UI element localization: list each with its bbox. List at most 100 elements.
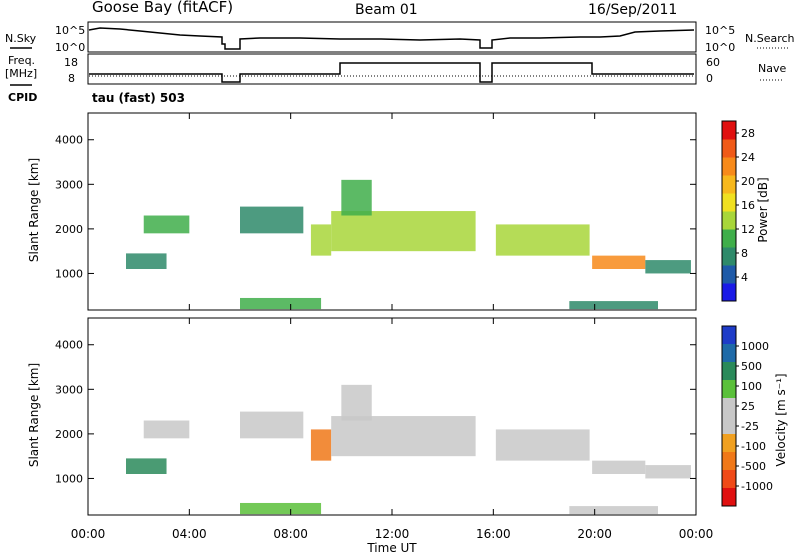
y-tick-label: 2000 bbox=[55, 428, 83, 441]
colorbar-tick-label: 100 bbox=[741, 380, 762, 393]
colorbar-tick-label: 16 bbox=[741, 199, 755, 212]
echo-region bbox=[495, 429, 590, 461]
velocity-y-axis: 1000 2000 3000 4000 bbox=[55, 339, 696, 485]
colorbar-tick-label: 8 bbox=[741, 247, 748, 260]
colorbar-tick-label: 25 bbox=[741, 400, 755, 413]
echo-region bbox=[592, 255, 646, 269]
echo-region bbox=[592, 460, 646, 474]
colorbar-swatch bbox=[722, 211, 736, 230]
date-title: 16/Sep/2011 bbox=[588, 2, 677, 18]
colorbar-tick-label: -1000 bbox=[741, 480, 773, 493]
velocity-colorbar-label: Velocity [m s⁻¹] bbox=[774, 373, 788, 466]
echo-region bbox=[240, 206, 304, 234]
noise-tick-high: 10^5 bbox=[55, 24, 85, 37]
power-colorbar: 4 8 12 16 20 24 28 bbox=[721, 120, 755, 302]
power-panel: 1000 2000 3000 4000 Slant Range [km] 4 8 12 16… bbox=[27, 112, 770, 311]
colorbar-frame bbox=[721, 325, 737, 507]
power-colorbar-label: Power [dB] bbox=[756, 177, 770, 242]
colorbar-swatch bbox=[722, 193, 736, 212]
echo-region bbox=[143, 215, 190, 234]
y-tick-label: 1000 bbox=[55, 267, 83, 280]
echo-region bbox=[310, 224, 332, 256]
colorbar-tick-label: 28 bbox=[741, 127, 755, 140]
nsky-label: N.Sky bbox=[5, 32, 37, 45]
noise-sky-trace bbox=[88, 27, 695, 50]
colorbar-tick-label: -500 bbox=[741, 460, 766, 473]
noise-tick-low: 10^0 bbox=[55, 41, 85, 54]
echo-region bbox=[240, 411, 304, 439]
echo-region bbox=[569, 301, 658, 310]
echo-region bbox=[495, 224, 590, 256]
freq-panel bbox=[87, 53, 697, 85]
echo-region bbox=[569, 506, 658, 515]
colorbar-swatch bbox=[722, 247, 736, 266]
colorbar-swatch bbox=[722, 265, 736, 284]
x-tick-label: 20:00 bbox=[577, 527, 612, 541]
beam-title: Beam 01 bbox=[355, 2, 418, 18]
y-tick-label: 2000 bbox=[55, 223, 83, 236]
colorbar-tick-label: -25 bbox=[741, 420, 759, 433]
colorbar-swatch bbox=[722, 398, 736, 417]
colorbar-swatch bbox=[722, 139, 736, 158]
power-y-axis: 1000 2000 3000 4000 bbox=[55, 134, 696, 280]
noise-right-tick-low: 10^0 bbox=[705, 41, 735, 54]
colorbar-swatch bbox=[722, 434, 736, 453]
colorbar-swatch bbox=[722, 229, 736, 248]
nave-tick-high: 60 bbox=[706, 56, 720, 69]
y-tick-label: 3000 bbox=[55, 178, 83, 191]
x-tick-label: 00:00 bbox=[679, 527, 714, 541]
colorbar-swatch bbox=[722, 470, 736, 489]
x-tick-label: 08:00 bbox=[273, 527, 308, 541]
x-tick-label: 00:00 bbox=[71, 527, 106, 541]
echo-region bbox=[310, 429, 332, 461]
colorbar-swatch bbox=[722, 452, 736, 471]
x-tick-label: 12:00 bbox=[375, 527, 410, 541]
colorbar-tick-label: 24 bbox=[741, 151, 755, 164]
y-tick-label: 4000 bbox=[55, 134, 83, 147]
colorbar-swatch bbox=[722, 488, 736, 507]
velocity-data bbox=[126, 384, 691, 515]
cpid-label: CPID bbox=[8, 91, 37, 104]
x-tick-label: 16:00 bbox=[476, 527, 511, 541]
colorbar-frame bbox=[721, 120, 737, 302]
echo-region bbox=[240, 502, 322, 515]
colorbar-swatch bbox=[722, 362, 736, 381]
colorbar-swatch bbox=[722, 416, 736, 435]
colorbar-tick-label: 20 bbox=[741, 175, 755, 188]
y-tick-label: 4000 bbox=[55, 339, 83, 352]
noise-right-tick-high: 10^5 bbox=[705, 24, 735, 37]
freq-tick-low: 8 bbox=[68, 72, 75, 85]
cpid-text: tau (fast) 503 bbox=[92, 91, 185, 105]
colorbar-swatch bbox=[722, 283, 736, 302]
echo-region bbox=[341, 384, 372, 421]
echo-region bbox=[645, 260, 691, 274]
nave-tick-low: 0 bbox=[706, 72, 713, 85]
echo-region bbox=[126, 253, 167, 269]
echo-region bbox=[341, 179, 372, 216]
colorbar-tick-label: 4 bbox=[741, 271, 748, 284]
echo-region bbox=[331, 211, 476, 252]
noise-panel bbox=[87, 21, 697, 53]
freq-unit-label: [MHz] bbox=[5, 67, 37, 80]
colorbar-tick-label: 500 bbox=[741, 360, 762, 373]
colorbar-swatch bbox=[722, 380, 736, 399]
power-ylabel: Slant Range [km] bbox=[27, 158, 41, 262]
echo-region bbox=[331, 416, 476, 457]
colorbar-swatch bbox=[722, 175, 736, 194]
velocity-ylabel: Slant Range [km] bbox=[27, 363, 41, 467]
echo-region bbox=[240, 297, 322, 310]
velocity-colorbar: 1000 500 100 25 -25 -100 -500 -1000 bbox=[721, 325, 773, 507]
station-title: Goose Bay (fitACF) bbox=[92, 0, 233, 16]
y-tick-label: 1000 bbox=[55, 472, 83, 485]
time-x-axis: 00:00 04:00 08:00 12:00 16:00 20:00 00:00 bbox=[71, 113, 714, 541]
colorbar-tick-label: 12 bbox=[741, 223, 755, 236]
power-data bbox=[126, 179, 691, 310]
time-xlabel: Time UT bbox=[366, 541, 417, 554]
freq-trace bbox=[89, 62, 694, 83]
colorbar-swatch bbox=[722, 157, 736, 176]
colorbar-swatch bbox=[722, 344, 736, 363]
nave-label: Nave bbox=[758, 62, 786, 75]
colorbar-tick-label: -100 bbox=[741, 440, 766, 453]
colorbar-swatch bbox=[722, 326, 736, 345]
